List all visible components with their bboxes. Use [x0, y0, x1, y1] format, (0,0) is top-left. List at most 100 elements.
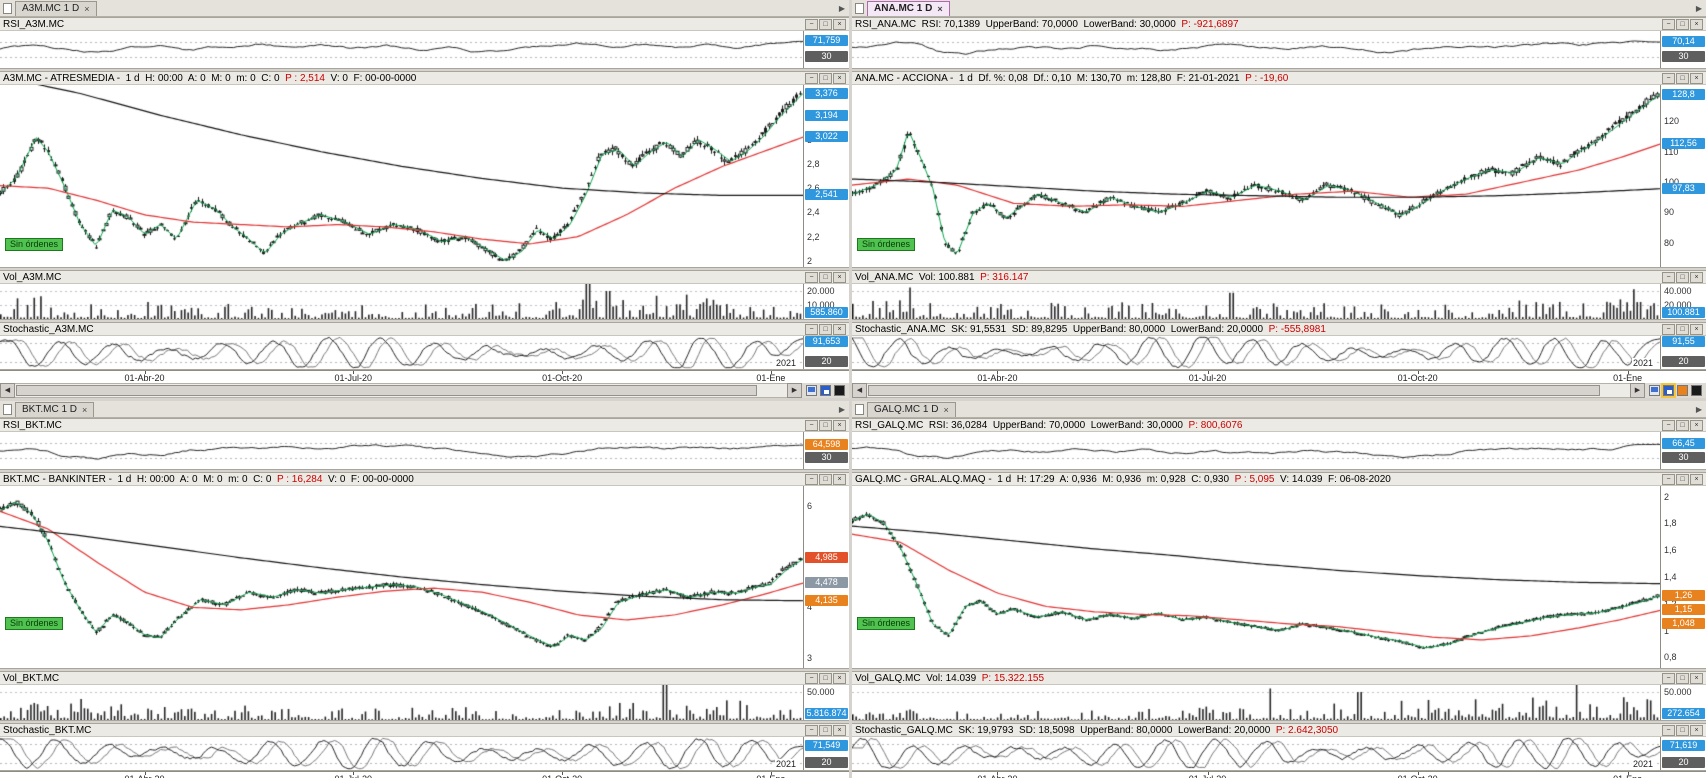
- minimize-icon[interactable]: −: [805, 672, 818, 684]
- pane-splitter[interactable]: [852, 69, 1706, 71]
- close-icon[interactable]: ×: [833, 18, 846, 30]
- save-icon[interactable]: [820, 385, 831, 396]
- tab-scroll-right-icon[interactable]: ▶: [838, 3, 845, 13]
- candlestick-chart[interactable]: Sin órdenes: [0, 85, 803, 267]
- maximize-icon[interactable]: □: [819, 323, 832, 335]
- volume-chart[interactable]: [852, 284, 1660, 319]
- candlestick-chart[interactable]: Sin órdenes: [0, 486, 803, 668]
- maximize-icon[interactable]: □: [819, 419, 832, 431]
- close-icon[interactable]: ×: [833, 72, 846, 84]
- pane-splitter[interactable]: [852, 669, 1706, 671]
- maximize-icon[interactable]: □: [1676, 672, 1689, 684]
- close-icon[interactable]: ×: [1690, 18, 1703, 30]
- tab-scroll-right-icon[interactable]: ▶: [1695, 3, 1702, 13]
- scroll-left-icon[interactable]: ◀: [0, 383, 15, 398]
- maximize-icon[interactable]: □: [1676, 323, 1689, 335]
- rsi-chart[interactable]: [852, 432, 1660, 469]
- minimize-icon[interactable]: −: [805, 419, 818, 431]
- maximize-icon[interactable]: □: [1676, 72, 1689, 84]
- rsi-chart[interactable]: [0, 432, 803, 469]
- maximize-icon[interactable]: □: [1676, 18, 1689, 30]
- minimize-icon[interactable]: −: [1662, 473, 1675, 485]
- minimize-icon[interactable]: −: [1662, 18, 1675, 30]
- tab-ana[interactable]: ANA.MC 1 D ×: [867, 0, 950, 16]
- rsi-chart[interactable]: [0, 31, 803, 68]
- maximize-icon[interactable]: □: [1676, 473, 1689, 485]
- tab-scroll-right-icon[interactable]: ▶: [838, 404, 845, 414]
- scroll-right-icon[interactable]: ▶: [1630, 383, 1645, 398]
- tab-close-icon[interactable]: ×: [943, 404, 949, 415]
- rsi-chart[interactable]: [852, 31, 1660, 68]
- tab-close-icon[interactable]: ×: [84, 3, 90, 14]
- save-icon[interactable]: [1661, 383, 1676, 398]
- close-icon[interactable]: ×: [833, 419, 846, 431]
- close-icon[interactable]: ×: [1690, 419, 1703, 431]
- tab-bkt[interactable]: BKT.MC 1 D ×: [15, 401, 95, 417]
- layout-icon[interactable]: [1677, 385, 1688, 396]
- minimize-icon[interactable]: −: [1662, 72, 1675, 84]
- tab-close-icon[interactable]: ×: [82, 404, 88, 415]
- pane-splitter[interactable]: [852, 268, 1706, 270]
- stochastic-chart[interactable]: [852, 336, 1660, 369]
- pane-splitter[interactable]: [852, 320, 1706, 322]
- tab-galq[interactable]: GALQ.MC 1 D ×: [867, 401, 956, 417]
- minimize-icon[interactable]: −: [1662, 323, 1675, 335]
- tab-close-icon[interactable]: ×: [937, 3, 943, 14]
- minimize-icon[interactable]: −: [1662, 672, 1675, 684]
- pane-splitter[interactable]: [0, 470, 849, 472]
- close-icon[interactable]: ×: [833, 271, 846, 283]
- maximize-icon[interactable]: □: [819, 473, 832, 485]
- pane-splitter[interactable]: [0, 268, 849, 270]
- scrollbar-thumb[interactable]: [16, 385, 758, 396]
- minimize-icon[interactable]: −: [805, 473, 818, 485]
- maximize-icon[interactable]: □: [1676, 271, 1689, 283]
- maximize-icon[interactable]: □: [819, 724, 832, 736]
- close-icon[interactable]: ×: [833, 473, 846, 485]
- candlestick-chart[interactable]: Sin órdenes: [852, 85, 1660, 267]
- pane-splitter[interactable]: [852, 721, 1706, 723]
- chart-style-icon[interactable]: [1691, 385, 1702, 396]
- tab-scroll-right-icon[interactable]: ▶: [1695, 404, 1702, 414]
- close-icon[interactable]: ×: [1690, 323, 1703, 335]
- minimize-icon[interactable]: −: [805, 72, 818, 84]
- close-icon[interactable]: ×: [833, 323, 846, 335]
- pane-splitter[interactable]: [0, 669, 849, 671]
- minimize-icon[interactable]: −: [805, 271, 818, 283]
- window-splitter-vertical[interactable]: [849, 0, 852, 778]
- minimize-icon[interactable]: −: [805, 323, 818, 335]
- scroll-left-icon[interactable]: ◀: [852, 383, 867, 398]
- close-icon[interactable]: ×: [1690, 473, 1703, 485]
- maximize-icon[interactable]: □: [819, 18, 832, 30]
- stochastic-chart[interactable]: [852, 737, 1660, 770]
- screen-icon[interactable]: [806, 385, 817, 396]
- scrollbar-thumb[interactable]: [868, 385, 1601, 396]
- close-icon[interactable]: ×: [833, 724, 846, 736]
- minimize-icon[interactable]: −: [1662, 419, 1675, 431]
- maximize-icon[interactable]: □: [819, 672, 832, 684]
- tab-a3m[interactable]: A3M.MC 1 D ×: [15, 0, 97, 16]
- volume-chart[interactable]: [0, 685, 803, 720]
- stochastic-chart[interactable]: [0, 737, 803, 770]
- scrollbar-track[interactable]: [867, 383, 1630, 398]
- close-icon[interactable]: ×: [1690, 724, 1703, 736]
- close-icon[interactable]: ×: [833, 672, 846, 684]
- volume-chart[interactable]: [852, 685, 1660, 720]
- maximize-icon[interactable]: □: [819, 72, 832, 84]
- chart-style-icon[interactable]: [834, 385, 845, 396]
- minimize-icon[interactable]: −: [1662, 724, 1675, 736]
- pane-splitter[interactable]: [0, 69, 849, 71]
- screen-icon[interactable]: [1649, 385, 1660, 396]
- close-icon[interactable]: ×: [1690, 72, 1703, 84]
- maximize-icon[interactable]: □: [1676, 724, 1689, 736]
- minimize-icon[interactable]: −: [1662, 271, 1675, 283]
- maximize-icon[interactable]: □: [1676, 419, 1689, 431]
- scroll-right-icon[interactable]: ▶: [787, 383, 802, 398]
- scrollbar-track[interactable]: [15, 383, 787, 398]
- close-icon[interactable]: ×: [1690, 271, 1703, 283]
- pane-splitter[interactable]: [852, 470, 1706, 472]
- stochastic-chart[interactable]: [0, 336, 803, 369]
- pane-splitter[interactable]: [0, 721, 849, 723]
- minimize-icon[interactable]: −: [805, 724, 818, 736]
- close-icon[interactable]: ×: [1690, 672, 1703, 684]
- maximize-icon[interactable]: □: [819, 271, 832, 283]
